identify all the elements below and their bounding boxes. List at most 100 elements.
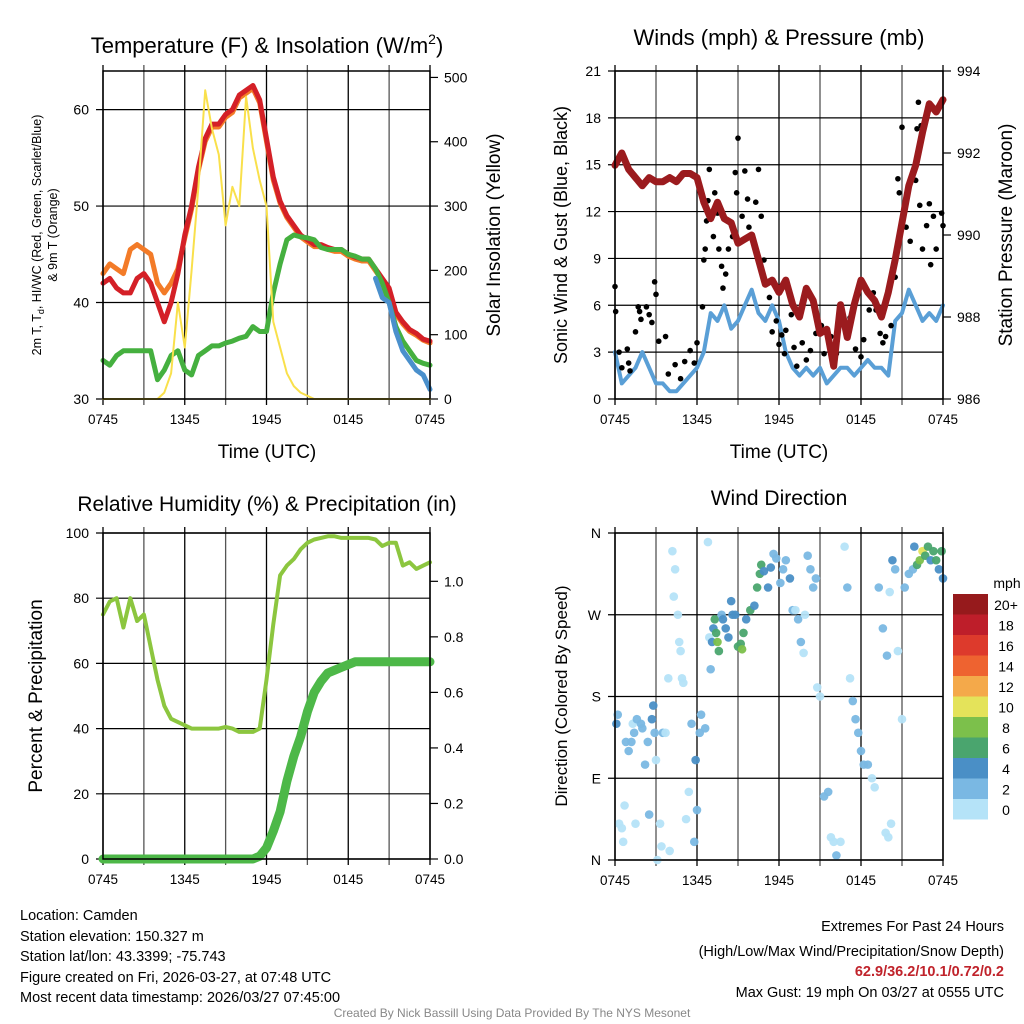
x-tick-label: 0745 (415, 412, 445, 427)
gust-point (706, 166, 713, 173)
gust-point (655, 338, 662, 345)
gust-point (766, 294, 773, 301)
gust-point (649, 319, 655, 326)
gust-point (677, 375, 684, 382)
panel-wind-direction: 0745 1345 1945 0145 0745 N E S W N Wind Direction D… (552, 487, 1021, 888)
y-right-tick-label: 990 (957, 227, 981, 243)
y-right-tick-label: 0 (444, 391, 452, 407)
plot-border (614, 532, 944, 861)
direction-point (657, 842, 666, 851)
y-tick-label: 3 (593, 344, 601, 360)
direction-point (679, 678, 688, 688)
direction-point (888, 555, 897, 565)
direction-point (703, 537, 713, 547)
gust-point (646, 311, 652, 318)
gust-point (710, 233, 717, 240)
direction-point (853, 728, 863, 738)
y-tick-label: N (591, 852, 601, 868)
gust-point (914, 125, 920, 132)
direction-point (689, 837, 699, 847)
direction-point (878, 624, 888, 633)
plot-border (102, 532, 431, 860)
direction-point (631, 819, 640, 828)
gust-point (627, 368, 633, 374)
y-tick-label: 80 (73, 590, 89, 606)
gust-point (672, 361, 678, 368)
y-tick-label: 40 (73, 295, 89, 311)
gust-point (699, 304, 706, 310)
gust-point (687, 347, 693, 354)
y-axis-label: Direction (Colored By Speed) (552, 585, 571, 806)
created-text: Figure created on Fri, 2026-03-27, at 07… (20, 969, 332, 986)
direction-point (910, 542, 919, 551)
direction-point (724, 633, 733, 642)
gust-point (907, 238, 913, 245)
direction-point (618, 837, 628, 847)
gust-point (783, 327, 789, 334)
direction-point (664, 674, 673, 683)
direction-point (650, 728, 659, 738)
colorbar-swatch (953, 799, 988, 820)
direction-point (840, 542, 849, 551)
y-axis-label-part: , HI/WC (Red, Green, Scarlet/Blue) (30, 115, 44, 310)
direction-point (670, 565, 680, 574)
gust-point (852, 346, 859, 352)
gust-point (927, 261, 934, 268)
direction-point (681, 814, 691, 824)
colorbar-label: 0 (1002, 802, 1010, 818)
direction-point (714, 646, 724, 656)
direction-point (706, 664, 715, 674)
direction-point (808, 583, 818, 592)
y-right-tick-label: 994 (957, 63, 981, 79)
colorbar-swatch (953, 614, 988, 635)
latlon-text: Station lat/lon: 43.3399; -75.743 (20, 949, 226, 965)
direction-point (856, 746, 866, 756)
y-right-tick-label: 986 (957, 391, 981, 407)
direction-point (687, 719, 696, 729)
direction-point (612, 719, 621, 729)
direction-point (718, 614, 728, 624)
y-tick-label: 0 (81, 851, 89, 867)
gust-point (665, 371, 672, 377)
x-tick-label: 0745 (600, 412, 630, 427)
gust-point (720, 285, 726, 291)
legend-title: mph (993, 575, 1020, 591)
direction-point (806, 565, 815, 574)
gust-point (888, 322, 894, 329)
x-tick-label: 1945 (251, 872, 281, 887)
colorbar-label: 20+ (994, 597, 1018, 613)
direction-point (778, 565, 788, 574)
gust-point (625, 360, 632, 366)
direction-point (691, 755, 700, 765)
chart-title: Relative Humidity (%) & Precipitation (i… (77, 493, 456, 516)
gust-point (752, 199, 759, 205)
gust-point (769, 329, 775, 335)
direction-point (640, 760, 650, 769)
y-axis-label-part: 2m T, T (30, 314, 44, 356)
gust-point (744, 196, 751, 202)
y-tick-label: 30 (73, 391, 89, 407)
colorbar-swatch (953, 594, 988, 615)
gust-point (616, 349, 622, 355)
direction-point (750, 601, 759, 610)
gust-point (636, 308, 643, 315)
y-right-tick-label: 0.8 (444, 629, 464, 645)
colorbar-label: 18 (998, 618, 1014, 634)
direction-point (781, 555, 791, 565)
y-tick-label: 6 (593, 297, 601, 313)
panel-winds: 0745 1345 1945 0145 0745 0 3 6 9 12 15 18 21 986 988 99… (551, 25, 1017, 463)
x-tick-label: 0145 (846, 873, 876, 888)
direction-point (800, 610, 810, 620)
chart-title: Winds (mph) & Pressure (mb) (634, 25, 925, 50)
direction-point (811, 574, 821, 583)
y-right-axis-label: Station Pressure (Maroon) (996, 124, 1017, 347)
gust-point (653, 291, 659, 298)
colorbar-label: 16 (998, 638, 1014, 654)
direction-point (843, 583, 852, 592)
gust-point (773, 318, 780, 324)
gust-point (880, 339, 886, 346)
y-axis-label: Percent & Precipitation (26, 599, 47, 792)
direction-point (665, 846, 674, 856)
gust-point (701, 257, 707, 263)
x-tick-label: 1945 (764, 873, 794, 888)
